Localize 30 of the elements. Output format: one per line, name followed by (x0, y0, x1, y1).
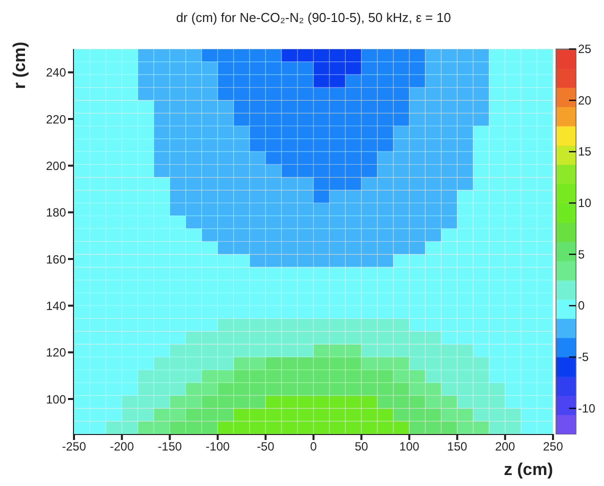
x-tick-label: 0 (310, 440, 318, 454)
x-tick-label: -200 (110, 440, 134, 454)
x-tick-label: 250 (542, 440, 564, 454)
x-tick-label: 100 (399, 440, 420, 454)
x-tick-label: 200 (495, 440, 516, 454)
y-tick-label: 200 (46, 158, 66, 173)
y-tick-label: 180 (46, 206, 66, 220)
x-tick-label: -250 (62, 440, 86, 454)
color-bar-label: 10 (578, 196, 592, 210)
color-bar-label: 15 (578, 144, 592, 159)
x-tick-label: -100 (206, 440, 230, 454)
color-bar-label: 0 (578, 298, 585, 313)
x-tick-label: -50 (256, 440, 275, 454)
x-tick-label: 150 (447, 440, 468, 454)
y-tick-label: 120 (46, 346, 66, 360)
y-tick-label: 220 (46, 112, 66, 126)
color-bar-label: -10 (578, 401, 596, 416)
color-bar-label: 20 (578, 93, 592, 108)
y-tick-label: 160 (46, 252, 66, 266)
color-bar-label: 5 (578, 247, 585, 262)
x-tick-label: 50 (354, 440, 368, 454)
y-tick-label: 100 (46, 392, 66, 406)
y-axis-title: r (cm) (10, 42, 30, 89)
color-bar-label: 25 (578, 42, 592, 56)
x-axis-title: z (cm) (504, 460, 553, 480)
y-tick-label: 140 (46, 298, 66, 313)
chart-title: dr (cm) for Ne-CO₂-N₂ (90-10-5), 50 kHz, ε = 10 (175, 10, 452, 25)
y-tick-label: 240 (46, 66, 66, 80)
x-tick-label: -150 (158, 440, 182, 454)
color-bar-label: -5 (578, 350, 589, 364)
